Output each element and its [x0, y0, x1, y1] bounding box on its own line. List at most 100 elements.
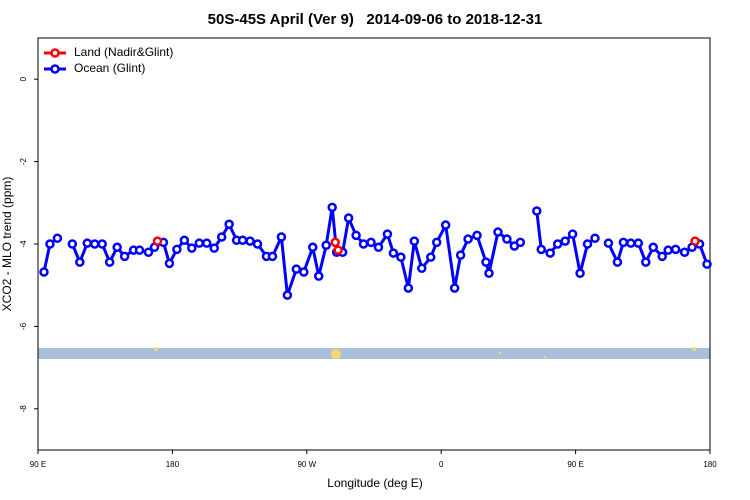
x-axis-label: Longitude (deg E)	[327, 476, 422, 490]
data-point	[330, 237, 340, 248]
data-point	[560, 236, 570, 246]
y-tick-label: 0	[19, 76, 28, 81]
data-point	[463, 234, 473, 244]
data-point	[484, 268, 494, 279]
data-point	[327, 202, 337, 213]
data-point	[663, 245, 673, 255]
strip-marker	[543, 355, 547, 359]
strip-marker	[154, 347, 158, 351]
data-point	[612, 257, 623, 267]
strip	[38, 348, 710, 359]
x-tick-label: 90 W	[297, 460, 316, 469]
data-point	[343, 213, 354, 223]
y-tick-label: -6	[19, 322, 28, 330]
data-point	[417, 263, 427, 274]
data-point	[152, 236, 163, 246]
data-point	[224, 219, 234, 229]
data-point	[282, 290, 293, 300]
data-point	[313, 271, 324, 281]
data-point	[536, 244, 547, 255]
data-point	[409, 236, 420, 246]
data-point	[603, 238, 614, 248]
data-point	[545, 248, 555, 258]
data-point	[702, 259, 712, 269]
data-point	[201, 238, 212, 248]
data-point	[308, 242, 318, 253]
data-point	[164, 258, 175, 269]
data-point	[252, 239, 263, 249]
data-point	[449, 283, 460, 293]
x-tick-label: 90 E	[30, 460, 46, 469]
data-point	[641, 257, 651, 267]
data-point	[575, 268, 585, 279]
data-point	[633, 238, 644, 248]
data-point	[366, 237, 376, 248]
data-point	[455, 250, 466, 260]
y-tick-label: -4	[19, 240, 28, 248]
data-point	[590, 233, 600, 243]
data-point	[626, 238, 636, 248]
data-point	[425, 252, 436, 262]
data-point	[532, 206, 542, 216]
data-point	[358, 239, 369, 249]
strip-marker	[692, 347, 696, 351]
data-point	[216, 232, 227, 242]
data-point	[618, 237, 629, 248]
data-point	[194, 238, 205, 248]
data-point	[89, 239, 100, 249]
data-point	[567, 229, 578, 239]
data-point	[245, 236, 255, 246]
data-point	[382, 229, 393, 239]
data-point	[45, 239, 55, 249]
x-tick-label: 90 E	[567, 460, 583, 469]
y-axis-label: XCO2 - MLO trend (ppm)	[0, 177, 14, 312]
data-point	[119, 251, 130, 262]
legend: Land (Nadir&Glint) Ocean (Glint)	[44, 45, 173, 75]
data-point	[493, 227, 503, 237]
data-point	[267, 251, 278, 262]
data-point	[648, 242, 659, 253]
x-tick-label: 180	[166, 460, 180, 469]
data-point	[39, 267, 49, 277]
data-point	[179, 235, 190, 246]
data-point	[502, 234, 512, 244]
legend-label: Land (Nadir&Glint)	[74, 45, 173, 59]
data-point	[209, 243, 219, 253]
data-point	[52, 233, 63, 243]
data-point	[403, 283, 414, 293]
data-point	[112, 242, 122, 253]
chart-title: 50S-45S April (Ver 9) 2014-09-06 to 2018…	[208, 11, 543, 28]
data-point	[333, 245, 343, 255]
legend-marker	[50, 48, 60, 58]
data-point	[291, 264, 302, 274]
data-point	[104, 257, 115, 267]
data-point	[670, 244, 681, 255]
data-point	[172, 244, 182, 255]
data-point	[97, 239, 107, 249]
data-point	[351, 230, 361, 241]
data-point	[481, 257, 491, 267]
data-point	[582, 239, 593, 249]
flag-strip	[38, 347, 710, 359]
data-point	[515, 237, 526, 248]
data-point	[440, 220, 451, 230]
y-tick-label: -8	[19, 405, 28, 413]
strip-marker	[331, 349, 341, 359]
data-point	[679, 247, 690, 257]
data-point	[75, 257, 85, 267]
legend-label: Ocean (Glint)	[74, 61, 145, 75]
data-point	[552, 239, 563, 249]
data-point	[134, 245, 145, 255]
data-point	[67, 239, 78, 249]
data-point	[657, 251, 667, 262]
data-point	[396, 252, 406, 262]
data-point	[373, 242, 384, 253]
data-point	[690, 236, 700, 246]
data-point	[143, 247, 154, 257]
data-point	[431, 237, 442, 248]
data-point	[82, 238, 93, 248]
x-tick-label: 180	[703, 460, 717, 469]
data-point	[321, 240, 331, 250]
strip-marker	[498, 351, 502, 355]
